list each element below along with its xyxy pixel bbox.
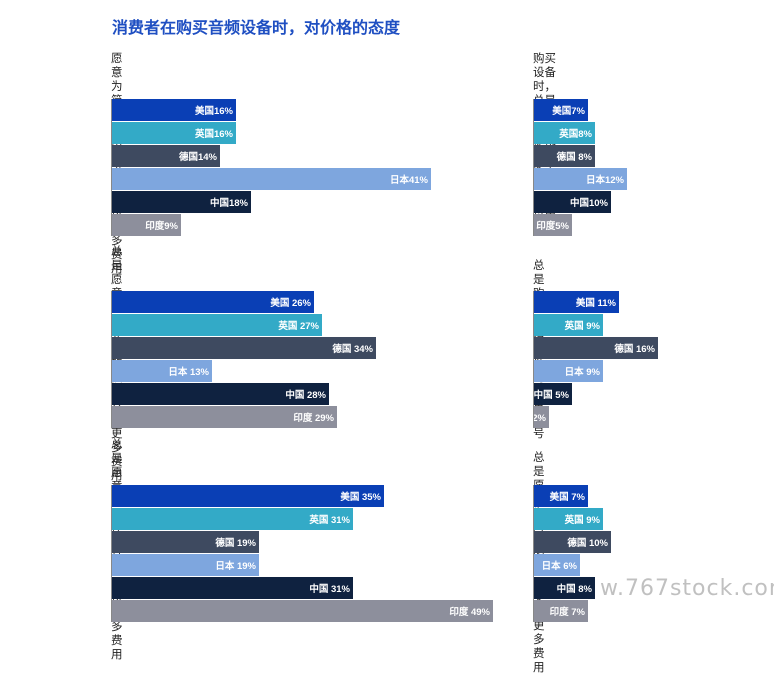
bar-label: 印度 7% [549, 607, 585, 618]
bar-英国: 英国 9% [533, 508, 603, 530]
bar-label: 美国 35% [340, 492, 381, 503]
bar-label: 德国 34% [332, 344, 373, 355]
bar-中国: 中国18% [111, 191, 251, 213]
bar-英国: 英国 27% [111, 314, 322, 336]
bar-label: 德国 8% [556, 152, 592, 163]
bar-中国: 中国 8% [533, 577, 595, 599]
bar-日本: 日本 19% [111, 554, 259, 576]
bar-label: 德国14% [178, 152, 217, 163]
bar-德国: 德国 8% [533, 145, 595, 167]
bar-label: 英国 9% [564, 515, 600, 526]
bar-label: 美国 7% [549, 492, 585, 503]
bar-label: 美国 26% [270, 298, 311, 309]
bar-美国: 美国 35% [111, 485, 384, 507]
bar-日本: 日本 6% [533, 554, 580, 576]
bar-中国: 中国 28% [111, 383, 329, 405]
bar-label: 中国18% [209, 198, 248, 209]
bar-label: 日本12% [585, 175, 624, 186]
axis-line [533, 99, 534, 236]
watermark: w.767stock.com [600, 576, 774, 601]
bar-label: 印度 29% [293, 413, 334, 424]
bar-美国: 美国16% [111, 99, 236, 121]
bar-中国: 中国 5% [533, 383, 572, 405]
bar-日本: 日本 13% [111, 360, 212, 382]
bar-英国: 英国 9% [533, 314, 603, 336]
page-title: 消费者在购买音频设备时，对价格的态度 [112, 20, 401, 37]
bar-label: 中国 28% [285, 390, 326, 401]
bar-印度: 印度9% [111, 214, 181, 236]
bar-印度: 印度5% [533, 214, 572, 236]
bar-label: 美国16% [194, 106, 233, 117]
bar-美国: 美国 7% [533, 485, 588, 507]
bar-德国: 德国 19% [111, 531, 259, 553]
bar-label: 德国 10% [567, 538, 608, 549]
bar-label: 英国8% [559, 129, 592, 140]
bar-日本: 日本12% [533, 168, 627, 190]
axis-line [111, 99, 112, 236]
bar-印度: 印度 29% [111, 406, 337, 428]
bar-label: 日本 6% [541, 561, 577, 572]
bar-label: 英国 9% [564, 321, 600, 332]
bar-印度: 印度 2% [511, 406, 549, 428]
bar-英国: 英国 31% [111, 508, 353, 530]
bar-印度: 印度 49% [111, 600, 493, 622]
bar-label: 日本 9% [564, 367, 600, 378]
bar-label: 德国 19% [215, 538, 256, 549]
bar-美国: 美国 26% [111, 291, 314, 313]
bar-label: 日本41% [389, 175, 428, 186]
bar-label: 英国16% [194, 129, 233, 140]
bar-label: 中国 5% [533, 390, 569, 401]
bar-label: 美国 11% [575, 298, 616, 309]
bar-德国: 德国 16% [533, 337, 658, 359]
bar-label: 印度5% [536, 221, 569, 232]
bar-英国: 英国16% [111, 122, 236, 144]
bar-label: 印度 2% [510, 413, 546, 424]
bar-label: 中国 8% [556, 584, 592, 595]
bar-日本: 日本 9% [533, 360, 603, 382]
bar-中国: 中国10% [533, 191, 611, 213]
bar-中国: 中国 31% [111, 577, 353, 599]
bar-日本: 日本41% [111, 168, 431, 190]
bar-label: 中国 31% [309, 584, 350, 595]
bar-印度: 印度 7% [533, 600, 588, 622]
bar-label: 英国 27% [278, 321, 319, 332]
bar-label: 印度 49% [449, 607, 490, 618]
bar-德国: 德国 10% [533, 531, 611, 553]
bar-label: 英国 31% [309, 515, 350, 526]
axis-line [533, 291, 534, 428]
bar-label: 印度9% [145, 221, 178, 232]
axis-line [533, 485, 534, 622]
bar-label: 日本 19% [215, 561, 256, 572]
bar-英国: 英国8% [533, 122, 595, 144]
axis-line [111, 291, 112, 428]
bar-label: 德国 16% [614, 344, 655, 355]
bar-label: 中国10% [569, 198, 608, 209]
bar-美国: 美国 11% [533, 291, 619, 313]
bar-美国: 美国7% [533, 99, 588, 121]
bar-德国: 德国14% [111, 145, 220, 167]
bar-label: 美国7% [552, 106, 585, 117]
axis-line [111, 485, 112, 622]
bar-label: 日本 13% [168, 367, 209, 378]
bar-德国: 德国 34% [111, 337, 376, 359]
